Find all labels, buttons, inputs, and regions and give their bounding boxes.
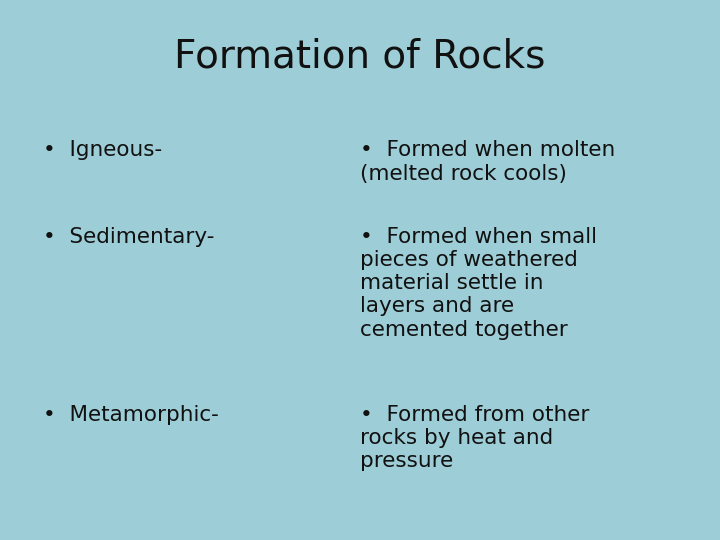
Text: •  Formed from other
rocks by heat and
pressure: • Formed from other rocks by heat and pr… (360, 405, 590, 471)
Text: •  Formed when molten
(melted rock cools): • Formed when molten (melted rock cools) (360, 140, 616, 184)
Text: •  Sedimentary-: • Sedimentary- (43, 227, 215, 247)
Text: •  Formed when small
pieces of weathered
material settle in
layers and are
cemen: • Formed when small pieces of weathered … (360, 227, 597, 340)
Text: Formation of Rocks: Formation of Rocks (174, 38, 546, 76)
Text: •  Metamorphic-: • Metamorphic- (43, 405, 219, 425)
Text: •  Igneous-: • Igneous- (43, 140, 162, 160)
